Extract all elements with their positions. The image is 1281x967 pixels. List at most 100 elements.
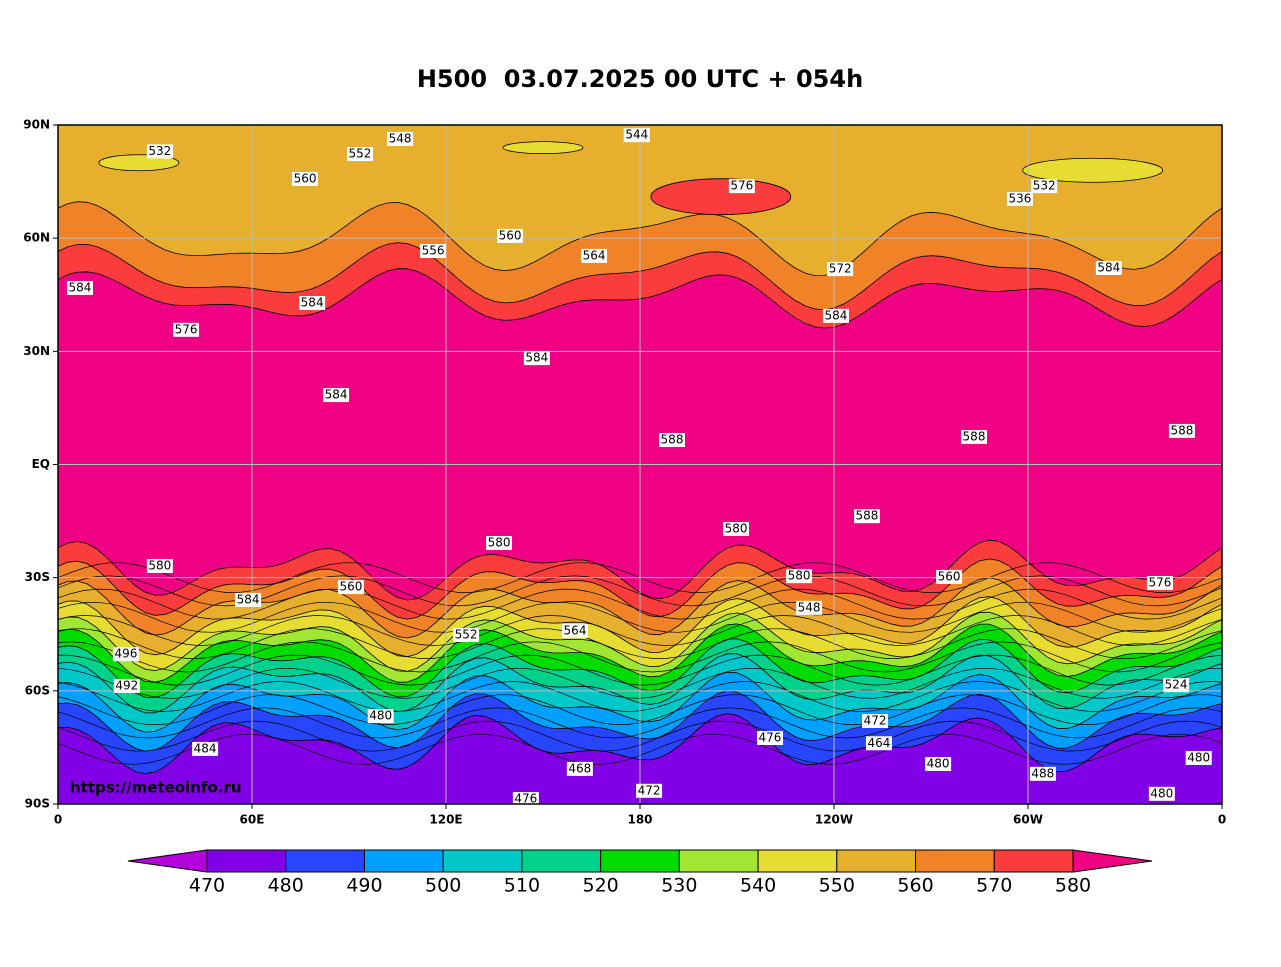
contour-label: 492 [115,678,138,692]
contour-label-box [566,761,593,776]
contour-label: 552 [455,628,478,642]
colorbar-segment [836,849,917,873]
contour-label-box [1095,260,1122,275]
map-title: H500 03.07.2025 00 UTC + 054h [417,65,863,93]
lon-tick-label: 0 [1218,813,1226,827]
contour-label: 464 [867,736,890,750]
contour-label: 476 [759,730,782,744]
contour-label: 472 [864,714,887,728]
contour-label: 584 [1097,260,1120,274]
colorbar-label: 570 [976,875,1012,897]
colorbar-segment [993,849,1074,873]
contour-label-box [786,569,813,584]
contour-label-box [1168,423,1195,438]
contour-label: 584 [525,351,548,365]
contour-label-box [112,647,139,662]
contour-label-box [822,308,849,323]
contour-label-box [346,147,373,162]
contour-label-box [796,600,823,615]
contour-label-box [497,228,524,243]
colorbar-label: 480 [268,875,304,897]
contour-label-box [292,171,319,186]
contour-label-box [486,535,513,550]
contour-label-box [728,179,755,194]
contour-label-box [299,296,326,311]
contour-label-box [581,248,608,263]
contour-label-box [1163,678,1190,693]
contour-label: 480 [1150,786,1173,800]
contour-label: 480 [369,709,392,723]
lon-tick-label: 60E [240,813,265,827]
contour-label-box [853,509,880,524]
contour-label: 576 [175,322,198,336]
contour-label-box [420,243,447,258]
colorbar-segment [600,849,680,873]
contour-label-box [865,736,892,751]
lon-tick-label: 180 [627,813,652,827]
contour-label: 544 [625,128,648,142]
contour-label-box [1146,575,1173,590]
contour-label: 564 [564,623,587,637]
lat-tick-label: 60S [25,683,50,697]
contour-label-box [367,709,394,724]
contour-label: 560 [294,171,317,185]
axis-ticks: 90N 60N 30N EQ 30S 60S 90S 0 60E 120E 180 120W 60W 0 [23,118,1226,827]
contour-label: 564 [583,248,606,262]
contour-label: 548 [798,600,821,614]
colorbar-segment [1072,849,1153,873]
colorbar: 470 480 490 500 510 520 530 540 550 560 570 580 [127,849,1153,897]
lat-tick-label: 30N [23,344,50,358]
lat-tick-label: EQ [32,457,50,471]
colorbar-segment [127,849,208,873]
contour-label: 560 [339,580,362,594]
lat-tick-label: 60N [23,231,50,245]
contour-label-box [113,678,140,693]
colorbar-label: 580 [1055,875,1091,897]
contour-label-box [936,569,963,584]
lat-tick-label: 90S [25,797,50,811]
contour-label: 584 [69,280,92,294]
contour-label: 548 [389,131,412,145]
contour-label-box [862,714,889,729]
contour-label: 472 [638,783,661,797]
colorbar-label: 530 [661,875,697,897]
contour-label: 588 [1170,423,1193,437]
contour-label: 588 [963,429,986,443]
contour-label: 580 [725,522,748,536]
contour-label-box [1148,786,1175,801]
contour-label-box [146,144,173,159]
contour-label: 588 [856,509,879,523]
contour-label: 532 [148,144,171,158]
contour-label-box [1006,191,1033,206]
contour-label: 576 [730,179,753,193]
contour-label: 584 [237,592,260,606]
contour-label: 580 [488,535,511,549]
watermark: https://meteoinfo.ru [70,779,242,797]
contour-label-box [1031,179,1058,194]
lon-tick-label: 120W [815,813,853,827]
contour-label-box [756,730,783,745]
contour-label-box [827,262,854,277]
colorbar-segment [521,849,602,873]
colorbar-label: 520 [583,875,619,897]
colorbar-label: 490 [346,875,382,897]
colorbar-segment [678,849,759,873]
contour-label: 584 [824,308,847,322]
contour-label: 480 [1187,750,1210,764]
contour-label-box [623,128,650,143]
contour-label: 484 [194,741,217,755]
lat-tick-label: 30S [25,570,50,584]
colorbar-segment [757,849,838,873]
contour-label: 536 [1008,191,1031,205]
contour-label-box [1185,750,1212,765]
contour-label-box [323,388,350,403]
contour-label: 556 [422,243,445,257]
lon-tick-label: 120E [429,813,462,827]
contour-label: 560 [499,228,522,242]
contour-label: 576 [1148,575,1171,589]
contour-label: 588 [661,432,684,446]
contour-label-box [192,741,219,756]
colorbar-label: 560 [897,875,933,897]
field-band [1022,157,1164,183]
contour-label-box [636,783,663,798]
